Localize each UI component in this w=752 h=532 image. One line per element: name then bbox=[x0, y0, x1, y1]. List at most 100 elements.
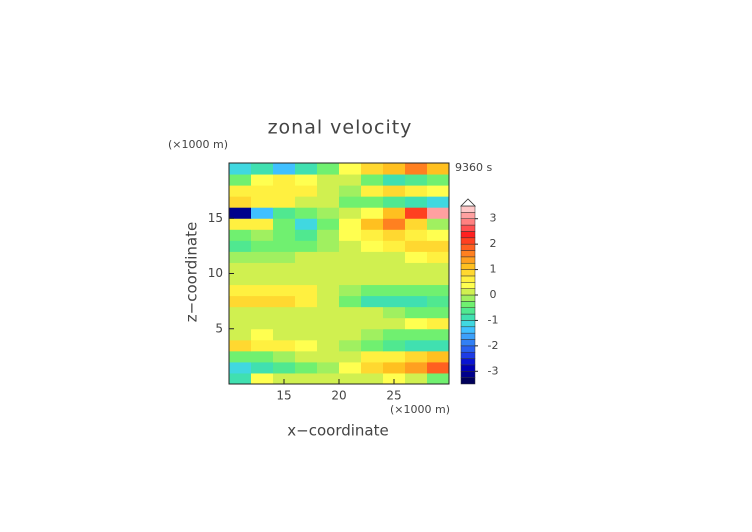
colorbar-box bbox=[460, 377, 476, 385]
field-cell bbox=[383, 262, 406, 274]
field-cell bbox=[427, 262, 450, 274]
field-cell bbox=[273, 207, 296, 219]
field-cell bbox=[317, 328, 340, 341]
field-cell bbox=[229, 240, 252, 252]
field-cell bbox=[339, 372, 362, 385]
field-cell bbox=[361, 218, 384, 230]
field-cell bbox=[251, 295, 274, 308]
field-cell bbox=[229, 163, 252, 175]
field-cell bbox=[273, 163, 296, 175]
field-cell bbox=[251, 207, 274, 219]
field-cell bbox=[295, 317, 318, 330]
colorbar-box bbox=[460, 301, 476, 308]
field-cell bbox=[295, 218, 318, 230]
field-cell bbox=[229, 207, 252, 219]
field-cell bbox=[273, 251, 296, 263]
field-cell bbox=[339, 174, 362, 186]
colorbar-box bbox=[460, 358, 476, 366]
field-cell bbox=[427, 207, 450, 219]
field-cell bbox=[295, 207, 318, 219]
field-cell bbox=[295, 295, 318, 308]
colorbar-tick-label: 2 bbox=[490, 237, 497, 250]
field-cell bbox=[427, 306, 450, 319]
field-cell bbox=[251, 251, 274, 263]
field-cell bbox=[339, 339, 362, 352]
field-cell bbox=[317, 295, 340, 308]
colorbar-box bbox=[460, 218, 476, 226]
field-cell bbox=[405, 306, 428, 319]
field-cell bbox=[317, 339, 340, 352]
colorbar-box bbox=[460, 205, 476, 213]
field-cell bbox=[383, 306, 406, 319]
field-cell bbox=[339, 328, 362, 341]
field-cell bbox=[339, 273, 362, 286]
field-cell bbox=[427, 284, 450, 297]
colorbar-box bbox=[460, 345, 476, 353]
field-cell bbox=[295, 350, 318, 363]
colorbar-box bbox=[460, 250, 476, 258]
field-cell bbox=[339, 317, 362, 330]
field-cell bbox=[361, 251, 384, 263]
field-cell bbox=[317, 350, 340, 363]
field-cell bbox=[361, 295, 384, 308]
field-cell bbox=[427, 229, 450, 241]
field-cell bbox=[295, 339, 318, 352]
field-cell bbox=[383, 284, 406, 297]
field-cell bbox=[383, 251, 406, 263]
field-cell bbox=[427, 350, 450, 363]
field-cell bbox=[273, 240, 296, 252]
field-cell bbox=[383, 240, 406, 252]
x-axis-label: x−coordinate bbox=[287, 422, 388, 440]
field-cell bbox=[361, 361, 384, 374]
colorbar-tick-label: 1 bbox=[490, 263, 497, 276]
field-cell bbox=[229, 185, 252, 197]
field-cell bbox=[273, 273, 296, 286]
field-cell bbox=[229, 306, 252, 319]
field-cell bbox=[339, 350, 362, 363]
field-cell bbox=[251, 350, 274, 363]
colorbar-box bbox=[460, 351, 476, 359]
field-cell bbox=[405, 207, 428, 219]
field-cell bbox=[383, 163, 406, 175]
field-cell bbox=[229, 229, 252, 241]
colorbar-box bbox=[460, 332, 476, 340]
field-cell bbox=[405, 273, 428, 286]
field-cell bbox=[229, 273, 252, 286]
field-cell bbox=[273, 350, 296, 363]
field-cell bbox=[295, 196, 318, 208]
colorbar-box bbox=[460, 288, 476, 296]
field-cell bbox=[251, 262, 274, 274]
field-cell bbox=[361, 174, 384, 186]
field-cell bbox=[229, 174, 252, 186]
field-cell bbox=[273, 306, 296, 319]
field-cell bbox=[361, 185, 384, 197]
colorbar-box bbox=[460, 294, 476, 302]
field-cell bbox=[427, 174, 450, 186]
field-cell bbox=[317, 361, 340, 374]
time-label: 9360 s bbox=[455, 161, 492, 174]
colorbar-box bbox=[460, 371, 476, 378]
field-cell bbox=[273, 295, 296, 308]
colorbar-box bbox=[460, 326, 476, 334]
field-cell bbox=[405, 185, 428, 197]
field-cell bbox=[339, 218, 362, 230]
field-cell bbox=[361, 284, 384, 297]
field-cell bbox=[383, 372, 406, 385]
field-cell bbox=[405, 251, 428, 263]
field-cell bbox=[251, 174, 274, 186]
field-cell bbox=[427, 251, 450, 263]
field-cell bbox=[339, 295, 362, 308]
field-cell bbox=[405, 262, 428, 274]
field-cell bbox=[229, 218, 252, 230]
field-cell bbox=[317, 163, 340, 175]
field-cell bbox=[295, 273, 318, 286]
field-cell bbox=[361, 163, 384, 175]
field-cell bbox=[273, 284, 296, 297]
colorbar-extend bbox=[460, 198, 476, 207]
field-cell bbox=[383, 350, 406, 363]
field-cell bbox=[405, 240, 428, 252]
field-cell bbox=[383, 328, 406, 341]
field-cell bbox=[383, 185, 406, 197]
field-cell bbox=[427, 372, 450, 385]
